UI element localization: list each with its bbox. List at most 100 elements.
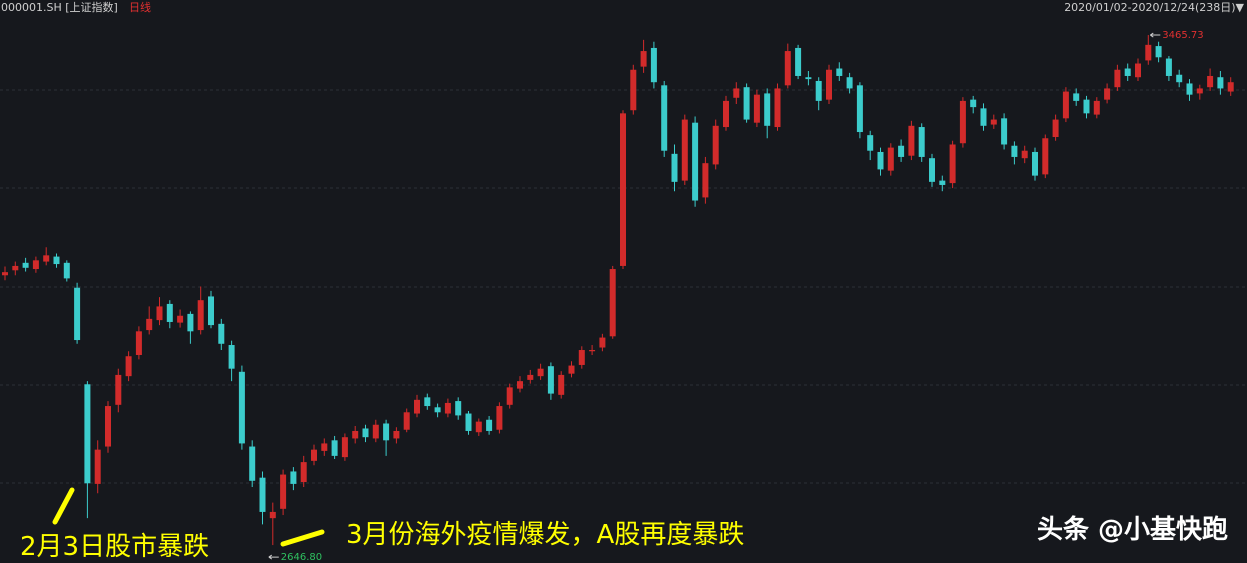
candle-body xyxy=(94,449,101,484)
candle-body xyxy=(84,384,91,484)
candle-body xyxy=(712,125,719,165)
candle-body xyxy=(650,47,657,83)
candle-body xyxy=(506,387,513,405)
candle-body xyxy=(1186,83,1193,95)
candle-body xyxy=(846,77,853,89)
arrow xyxy=(268,554,279,560)
candle-body xyxy=(1227,82,1234,92)
max-label: 3465.73 xyxy=(1162,30,1203,41)
candle-body xyxy=(733,88,740,98)
annotation: 2月3日股市暴跌 xyxy=(20,532,209,562)
candle-body xyxy=(269,511,276,519)
candle-body xyxy=(589,350,596,352)
candle-body xyxy=(238,371,245,444)
candles xyxy=(2,35,1234,546)
candle-body xyxy=(836,68,843,76)
watermark: 头条 @小基快跑 xyxy=(1037,515,1228,545)
candle-body xyxy=(1083,99,1090,114)
annotation: 3月份海外疫情爆发，A股再度暴跌 xyxy=(346,520,744,550)
candle-body xyxy=(403,412,410,430)
candle-body xyxy=(547,366,554,394)
candle-body xyxy=(146,318,153,331)
candle-body xyxy=(475,421,482,433)
candle-body xyxy=(393,430,400,439)
candle-body xyxy=(414,399,420,414)
candle-body xyxy=(784,51,791,86)
candle-body xyxy=(280,474,287,509)
candle-body xyxy=(32,260,39,270)
candle-body xyxy=(1135,63,1141,78)
candle-body xyxy=(1021,150,1028,159)
candle-body xyxy=(517,381,523,389)
candle-body xyxy=(887,147,894,171)
candle-body xyxy=(1145,44,1152,61)
candle-body xyxy=(2,272,8,276)
candle-body xyxy=(1032,151,1038,176)
candle-body xyxy=(341,437,348,458)
candle-body xyxy=(1001,118,1008,145)
candle-body xyxy=(166,303,173,322)
candle-body xyxy=(527,374,534,380)
candle-body xyxy=(1124,68,1131,76)
candle-body xyxy=(352,430,359,439)
candle-body xyxy=(949,144,956,184)
candle-body xyxy=(300,462,307,483)
candle-body xyxy=(1165,58,1172,76)
candle-body xyxy=(959,100,966,144)
candle-body xyxy=(939,180,946,185)
candle-body xyxy=(249,446,256,481)
candle-body xyxy=(1042,138,1049,175)
candle-body xyxy=(867,135,874,151)
candle-body xyxy=(620,113,626,266)
candle-body xyxy=(692,122,699,201)
min-label: 2646.80 xyxy=(281,552,322,563)
candle-body xyxy=(12,265,19,271)
grid xyxy=(0,89,1247,484)
candle-body xyxy=(764,93,771,126)
candle-body xyxy=(1073,93,1080,101)
candle-body xyxy=(1052,119,1059,138)
candle-body xyxy=(115,374,122,405)
candle-body xyxy=(630,69,637,111)
candle-body xyxy=(156,306,163,321)
candle-body xyxy=(218,323,225,344)
candle-body xyxy=(362,428,369,438)
candle-body xyxy=(228,345,235,369)
candle-body xyxy=(311,449,317,461)
candle-body xyxy=(434,407,441,413)
candle-body xyxy=(990,119,997,125)
candle-body xyxy=(177,315,184,323)
symbol: 000001.SH [上证指数] xyxy=(1,0,118,14)
candle-body xyxy=(1176,74,1183,83)
candle-body xyxy=(63,262,70,279)
candle-body xyxy=(609,269,616,337)
candle-body xyxy=(455,401,462,416)
candle-body xyxy=(1093,100,1100,115)
candle-body xyxy=(805,77,812,80)
candle-body xyxy=(1196,88,1203,94)
candle-body xyxy=(815,80,822,101)
candle-body xyxy=(795,47,802,76)
candle-body xyxy=(321,443,328,451)
candle-body xyxy=(465,413,472,431)
candle-body xyxy=(753,94,760,123)
candle-body xyxy=(898,145,905,157)
candle-body xyxy=(43,255,50,262)
period: 日线 xyxy=(129,0,151,14)
candle-body xyxy=(980,108,987,126)
candle-body xyxy=(125,356,132,377)
candle-body xyxy=(1011,145,1018,157)
candle-body xyxy=(826,69,832,100)
candle-body xyxy=(568,365,575,374)
candle-body xyxy=(372,424,379,439)
pointer xyxy=(52,487,75,525)
date-range[interactable]: 2020/01/02-2020/12/24(238日)▼ xyxy=(1064,1,1244,14)
candle-body xyxy=(290,471,297,484)
candle-body xyxy=(1104,88,1111,100)
candle-body xyxy=(197,300,204,331)
candle-body xyxy=(599,337,606,348)
candle-body xyxy=(53,256,60,265)
candle-body xyxy=(1217,77,1224,89)
candle-body xyxy=(702,163,709,198)
